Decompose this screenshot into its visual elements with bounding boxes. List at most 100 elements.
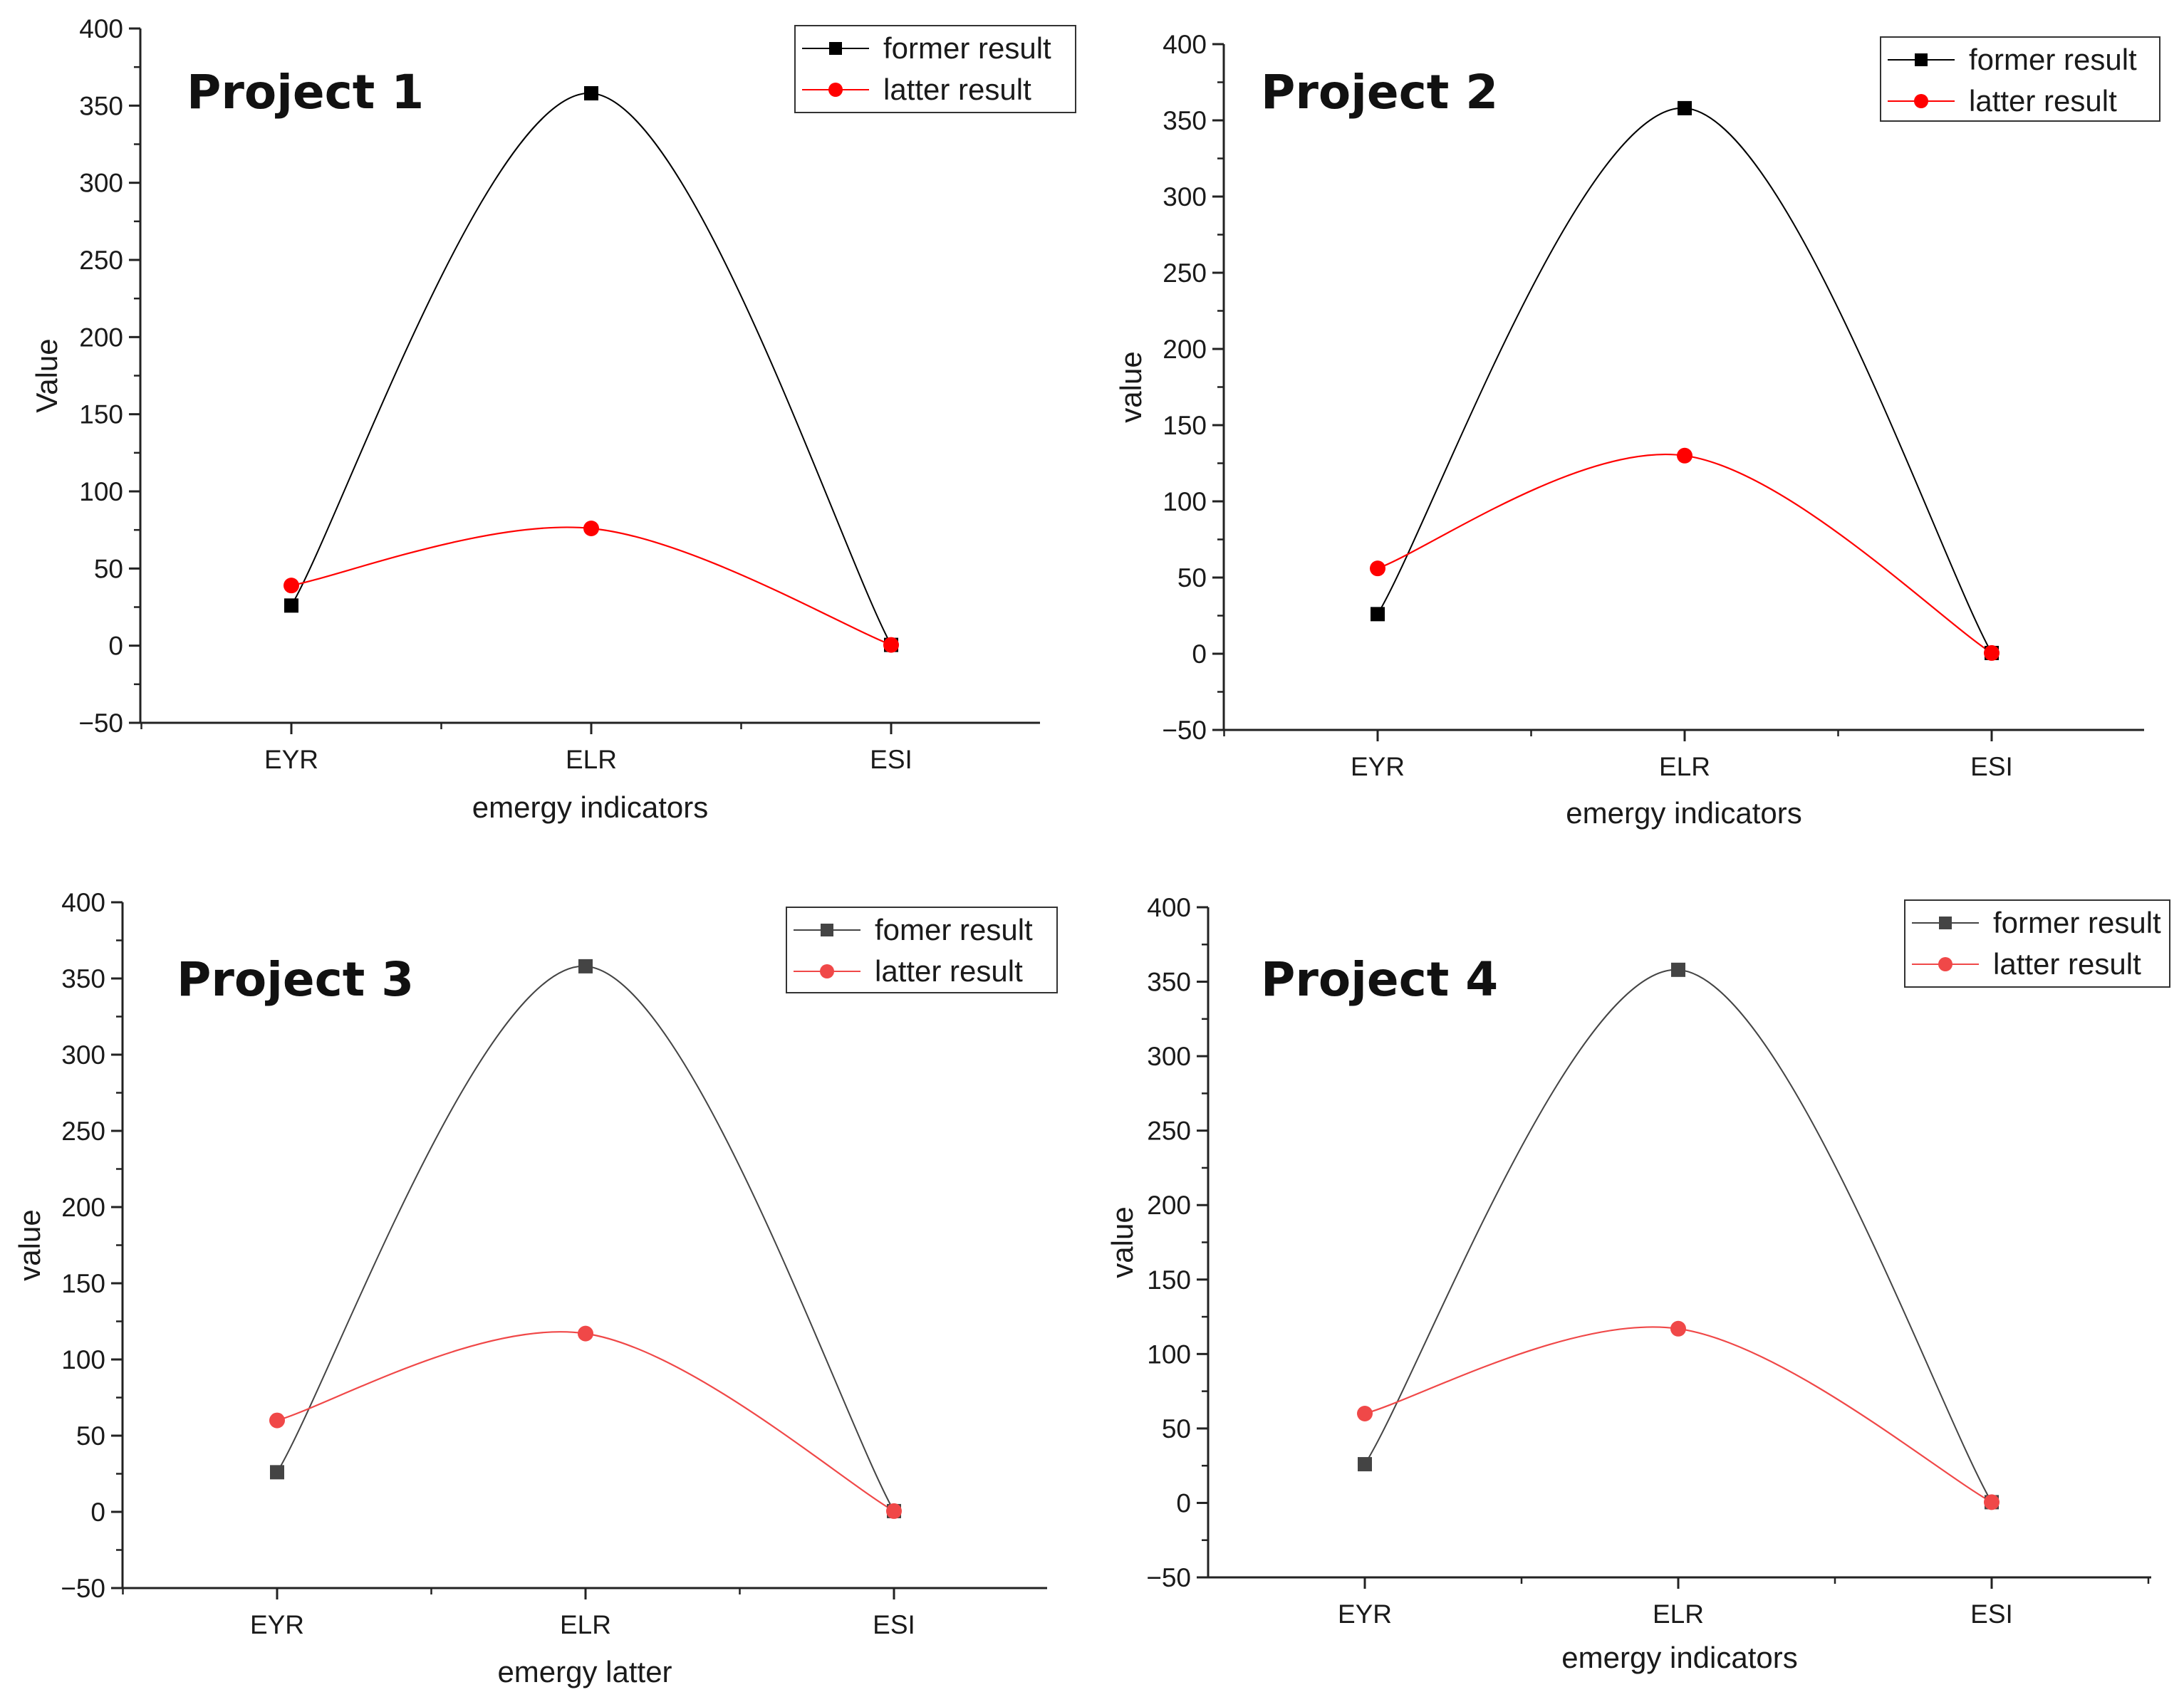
y-tick-label: 350	[79, 91, 123, 120]
y-tick-label: 300	[1147, 1042, 1191, 1071]
data-point-latter	[1984, 644, 2000, 661]
y-tick-label: 100	[1163, 487, 1207, 516]
y-tick-label: 50	[94, 554, 123, 583]
y-tick-label: 300	[79, 169, 123, 198]
data-point-latter	[1984, 1494, 2000, 1510]
y-tick-label: 0	[1192, 639, 1207, 669]
panel-title: Project 1	[187, 65, 424, 120]
data-point-latter	[583, 521, 599, 536]
panel-title: Project 4	[1261, 952, 1498, 1007]
chart-panel-4: −50 0 50 100 150 200 250 300 350 400 EYR ELR ESI emer…	[1106, 893, 2170, 1674]
y-axis-label: Value	[30, 338, 63, 412]
x-tick-label: EYR	[1338, 1599, 1392, 1629]
y-tick-label: 250	[1147, 1117, 1191, 1146]
legend-label: former result	[1993, 906, 2161, 939]
y-tick-label: −50	[1162, 716, 1207, 745]
x-tick-label: EYR	[1351, 752, 1405, 781]
series-line-former	[1364, 969, 1992, 1503]
series-line-latter	[1364, 1326, 1992, 1503]
data-point-latter	[1370, 560, 1385, 577]
y-tick-label: 0	[108, 632, 123, 661]
data-point-latter	[578, 1325, 593, 1342]
y-tick-label: 400	[1163, 30, 1207, 59]
legend-box	[794, 25, 1076, 113]
y-tick-label: 50	[1177, 563, 1207, 592]
y-tick-label: −50	[1146, 1563, 1191, 1592]
data-point-former	[1678, 100, 1692, 115]
y-axis-label: value	[13, 1209, 46, 1280]
legend-label: former result	[1969, 43, 2137, 76]
y-tick-label: 50	[76, 1421, 105, 1451]
x-tick-label: ESI	[870, 745, 912, 774]
data-point-former	[584, 86, 598, 100]
y-tick-label: 150	[1163, 411, 1207, 440]
x-tick-label: ELR	[560, 1610, 611, 1639]
legend-label: latter result	[883, 73, 1031, 106]
x-tick-label: EYR	[250, 1610, 304, 1639]
y-tick-label: 400	[79, 14, 123, 43]
y-tick-label: 150	[61, 1269, 105, 1298]
x-tick-label: EYR	[264, 745, 318, 774]
data-point-former	[284, 598, 298, 613]
y-tick-label: 250	[61, 1117, 105, 1146]
y-tick-label: −50	[78, 709, 123, 738]
y-tick-label: 200	[1147, 1191, 1191, 1220]
series-line-former	[1377, 107, 1992, 654]
legend: former result latter result	[1904, 899, 2170, 988]
legend-box	[1880, 36, 2160, 122]
data-point-latter	[284, 578, 299, 594]
legend: fomer result latter result	[786, 907, 1058, 993]
y-tick-label: 100	[61, 1345, 105, 1374]
legend-box	[1904, 899, 2170, 988]
data-point-latter	[1677, 447, 1692, 464]
legend-label: fomer result	[875, 913, 1033, 946]
data-point-latter	[269, 1412, 285, 1429]
x-axis-label: emergy latter	[497, 1655, 672, 1688]
legend-marker-circle	[828, 83, 843, 97]
legend-marker-square	[821, 924, 833, 936]
chart-panel-2: −50 0 50 100 150 200 250 300 350 400 EYR ELR ESI emer…	[1114, 30, 2160, 830]
y-tick-label: 100	[1147, 1340, 1191, 1369]
y-tick-label: 200	[61, 1193, 105, 1222]
chart-panel-3: −50 0 50 100 150 200 250 300 350 400 EYR ELR ESI emer…	[13, 888, 1058, 1688]
legend-marker-square	[1939, 917, 1952, 929]
x-tick-label: ESI	[873, 1610, 915, 1639]
data-point-latter	[886, 1503, 902, 1519]
x-tick-label: ESI	[1970, 752, 2013, 781]
y-tick-label: 0	[1176, 1488, 1191, 1518]
data-point-latter	[1670, 1320, 1686, 1337]
legend-label: latter result	[875, 954, 1023, 988]
y-tick-label: 200	[79, 323, 123, 352]
panel-title: Project 2	[1261, 65, 1498, 120]
panel-title: Project 3	[177, 952, 414, 1007]
data-point-latter	[1357, 1405, 1373, 1421]
data-point-former	[1358, 1457, 1372, 1472]
x-tick-label: ELR	[1653, 1599, 1704, 1629]
y-tick-label: 300	[61, 1040, 105, 1070]
y-tick-label: 100	[79, 477, 123, 506]
data-point-former	[578, 959, 593, 973]
legend-marker-square	[829, 42, 842, 55]
series-line-former	[291, 92, 892, 646]
x-axis-label: emergy indicators	[472, 790, 708, 824]
legend-marker-circle	[1938, 957, 1952, 971]
data-point-former	[1371, 607, 1385, 622]
legend-label: latter result	[1993, 947, 2141, 981]
legend-label: former result	[883, 31, 1051, 65]
y-tick-label: 200	[1163, 335, 1207, 364]
x-tick-label: ELR	[566, 745, 617, 774]
y-tick-label: 350	[1163, 106, 1207, 135]
y-tick-label: 150	[1147, 1265, 1191, 1295]
y-tick-label: 50	[1162, 1414, 1191, 1443]
y-axis-label: value	[1114, 351, 1148, 422]
y-tick-label: 250	[1163, 259, 1207, 288]
y-tick-label: −50	[61, 1574, 105, 1603]
legend-box	[786, 907, 1058, 993]
y-tick-label: 400	[61, 888, 105, 917]
series-line-latter	[291, 526, 892, 646]
x-axis-label: emergy indicators	[1566, 796, 1801, 830]
y-tick-label: 150	[79, 400, 123, 429]
legend: former result latter result	[794, 25, 1076, 113]
legend: former result latter result	[1880, 36, 2160, 122]
